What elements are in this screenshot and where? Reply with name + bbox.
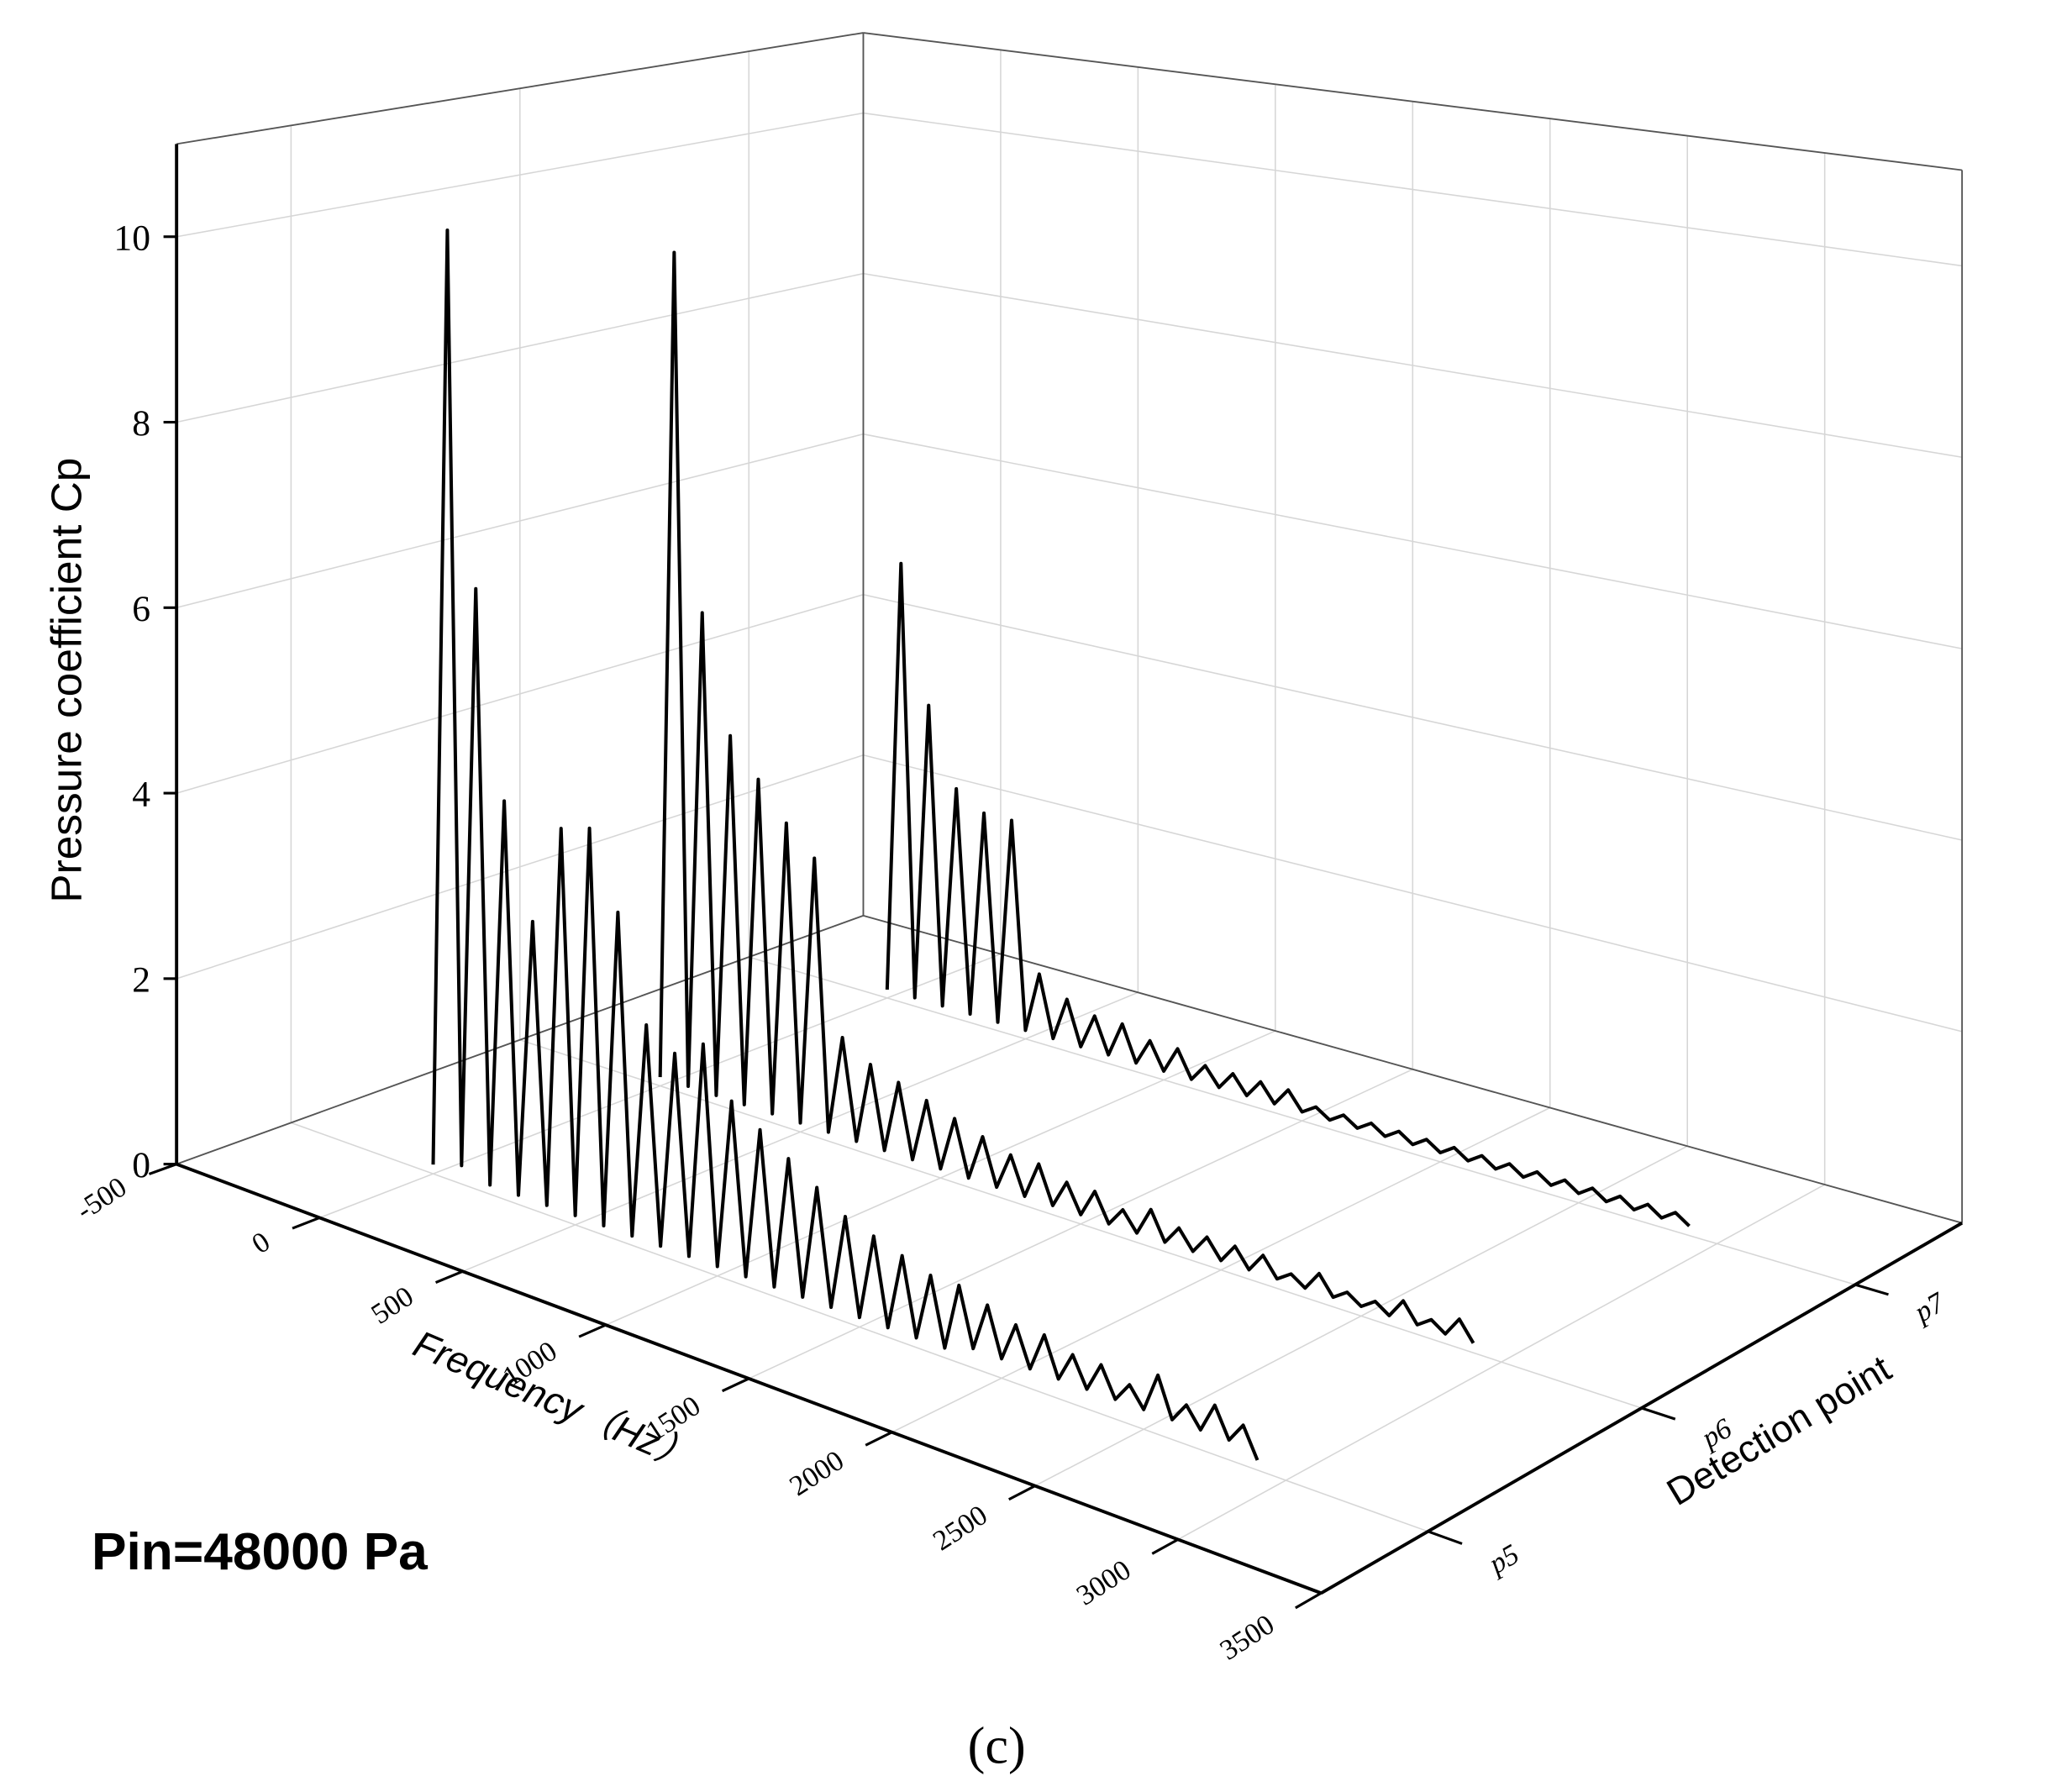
z-tick [1854,1283,1889,1296]
annotation: Pin=48000 Pa [92,1523,429,1581]
series-line [885,561,1691,1227]
box-edge [176,32,864,145]
caption: (c) [968,1718,1026,1775]
x-tick [1008,1485,1036,1501]
x-tick [292,1217,320,1230]
series-line [431,229,1260,1461]
box-edge [176,914,864,1165]
box-edge [863,914,1963,1224]
y-tick-label: 2 [132,959,150,1000]
grid-line [863,272,1963,459]
x-tick [721,1377,749,1393]
box-edge [863,32,1963,171]
grid-line [863,754,1963,1033]
grid-line [863,433,1963,649]
x-tick [434,1269,464,1285]
grid-line [863,593,1963,841]
y-axis-title: Pressure coefficient Cp [42,458,91,903]
y-tick-label: 4 [132,775,150,815]
series-line [658,250,1475,1344]
x-tick [1295,1591,1323,1610]
grid-line [863,112,1963,267]
y-tick-label: 0 [132,1145,150,1185]
y-tick-label: 8 [132,403,150,444]
y-tick-label: 6 [132,589,150,629]
x-tick [578,1323,607,1338]
x-tick [865,1431,893,1447]
x-tick [1151,1538,1179,1555]
y-tick-label: 10 [113,218,150,258]
z-tick [1427,1530,1463,1545]
x-tick [148,1163,177,1175]
depth-grid-line [291,1122,1428,1532]
z-tick [1641,1406,1676,1421]
depth-grid-line [749,956,1856,1285]
